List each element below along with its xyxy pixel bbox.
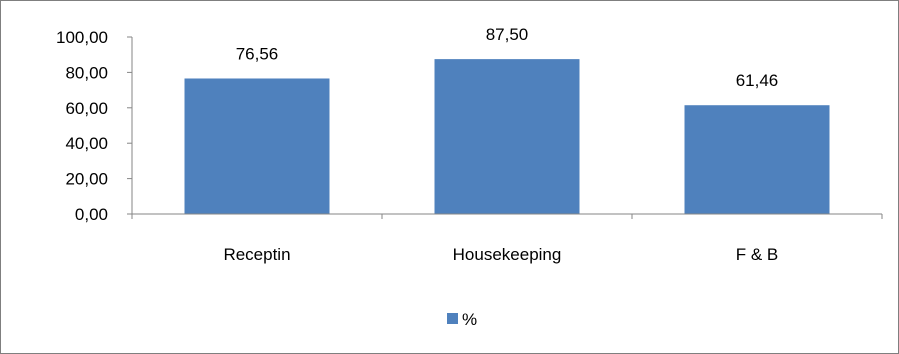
category-label: Receptin — [223, 245, 290, 264]
category-label: Housekeeping — [453, 245, 562, 264]
bars — [184, 59, 830, 214]
y-tick-label: 40,00 — [65, 134, 108, 153]
category-labels: Receptin Housekeeping F & B — [223, 245, 778, 264]
data-labels: 76,56 87,50 61,46 — [236, 25, 779, 90]
y-tick-label: 60,00 — [65, 99, 108, 118]
y-axis-ticks: 0,00 20,00 40,00 60,00 80,00 100,00 — [56, 28, 132, 224]
category-label: F & B — [736, 245, 779, 264]
y-tick-label: 0,00 — [75, 205, 108, 224]
legend: % — [447, 310, 477, 329]
y-tick-label: 80,00 — [65, 63, 108, 82]
bar — [184, 78, 330, 214]
bar — [434, 59, 580, 214]
y-tick-label: 20,00 — [65, 170, 108, 189]
axes — [127, 37, 883, 219]
bar — [684, 105, 830, 214]
data-label: 76,56 — [236, 44, 279, 63]
data-label: 87,50 — [486, 25, 529, 44]
legend-swatch — [447, 313, 458, 324]
legend-label: % — [462, 310, 477, 329]
data-label: 61,46 — [736, 71, 779, 90]
y-tick-label: 100,00 — [56, 28, 108, 47]
